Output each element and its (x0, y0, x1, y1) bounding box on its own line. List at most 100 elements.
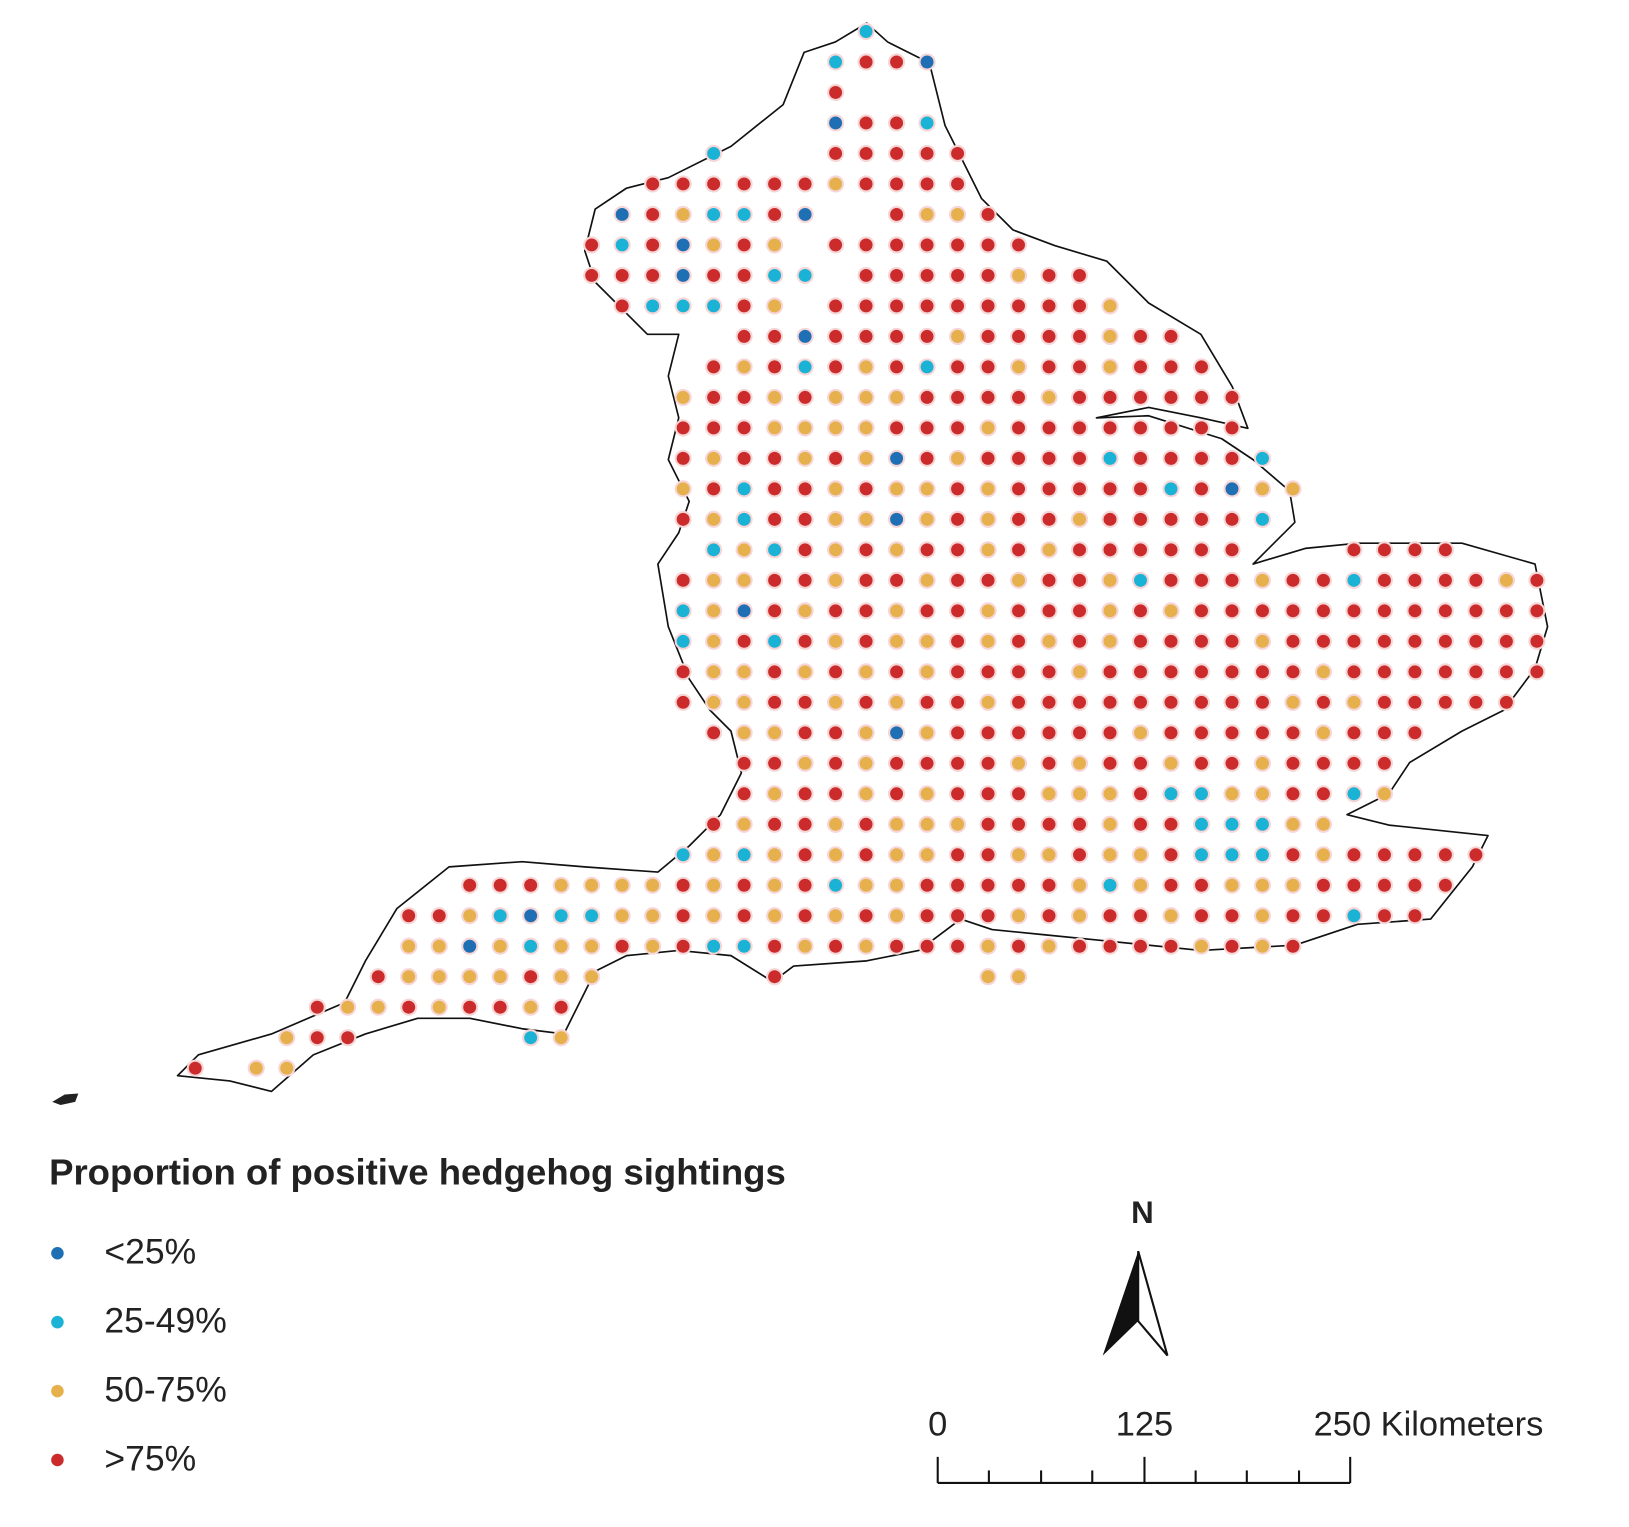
sighting-dot (918, 907, 936, 925)
sighting-dot (857, 480, 875, 498)
sighting-dot (1528, 663, 1546, 681)
sighting-dot (766, 327, 784, 345)
sighting-dot (735, 327, 753, 345)
sighting-dot (674, 907, 692, 925)
sighting-dot (1192, 876, 1211, 894)
sighting-dot (796, 846, 814, 864)
sighting-dot (1314, 907, 1333, 925)
sighting-dot (461, 876, 479, 894)
sighting-dot (735, 846, 753, 864)
sighting-dot (735, 266, 753, 284)
sighting-dot (1223, 724, 1241, 742)
sighting-dot (1162, 724, 1180, 742)
sighting-dot (766, 907, 784, 925)
sighting-dot (888, 632, 906, 650)
sighting-dot (1223, 815, 1241, 833)
sighting-dot (979, 663, 997, 681)
sighting-dot (1162, 937, 1180, 955)
sighting-dot (979, 846, 997, 864)
sighting-dot (796, 419, 814, 437)
sighting-dot (1101, 846, 1119, 864)
sighting-dot (1253, 907, 1272, 925)
sighting-dot (1223, 754, 1241, 772)
sighting-dot (735, 907, 753, 925)
sighting-dot (948, 785, 967, 803)
sighting-dot (918, 236, 936, 254)
sighting-dot (979, 815, 997, 833)
sighting-dot (1497, 571, 1515, 589)
sighting-dot (1436, 876, 1454, 894)
sighting-dot (1314, 785, 1333, 803)
sighting-dot (400, 968, 418, 986)
sighting-dot (430, 998, 448, 1016)
sighting-dot (796, 449, 814, 467)
sighting-dot (1284, 937, 1302, 955)
sighting-dot (857, 663, 875, 681)
sighting-dot (888, 388, 906, 406)
sighting-dot (1162, 815, 1180, 833)
sighting-dot (857, 876, 875, 894)
sighting-dot (1070, 602, 1089, 620)
sighting-dot (766, 449, 784, 467)
sighting-dot (979, 724, 997, 742)
sighting-dot (948, 815, 967, 833)
sighting-dot (1192, 663, 1211, 681)
sighting-dot (796, 480, 814, 498)
sighting-dot (1253, 571, 1272, 589)
sighting-dot (1223, 663, 1241, 681)
sighting-dot (766, 937, 784, 955)
sighting-dot (674, 205, 692, 224)
sighting-dot (766, 724, 784, 742)
sighting-dot (735, 602, 753, 620)
sighting-dot (1192, 571, 1211, 589)
sighting-dot (857, 297, 875, 315)
sighting-dot (461, 937, 479, 955)
sighting-dot (705, 632, 723, 650)
sighting-dot (674, 388, 692, 406)
sighting-dot (1070, 480, 1089, 498)
sighting-dot (1131, 358, 1150, 376)
sighting-dot (583, 876, 601, 894)
sighting-dot (735, 571, 753, 589)
sighting-dot (1436, 663, 1454, 681)
sighting-dot (613, 266, 631, 284)
sighting-dot (705, 480, 723, 498)
sighting-dot (1406, 632, 1424, 650)
sighting-dot (1040, 419, 1058, 437)
sighting-dot (979, 541, 997, 559)
sighting-dot (918, 846, 936, 864)
sighting-dot (1101, 541, 1119, 559)
north-arrow-right (1137, 1250, 1169, 1357)
sighting-dot (705, 907, 723, 925)
sighting-dot (552, 937, 570, 955)
sighting-dot (1070, 297, 1089, 315)
sighting-dot (948, 480, 967, 498)
sighting-dot (796, 541, 814, 559)
sighting-dot (796, 815, 814, 833)
sighting-dot (735, 754, 753, 772)
sighting-dot (766, 388, 784, 406)
sighting-dot (888, 693, 906, 711)
sighting-dot (705, 419, 723, 437)
sighting-dot (888, 449, 906, 467)
sighting-dot (827, 815, 845, 833)
sighting-dot (1131, 937, 1150, 955)
sighting-dot (888, 297, 906, 315)
sighting-dot (735, 205, 753, 224)
sighting-dot (857, 266, 875, 284)
scale-label: 0 (928, 1406, 947, 1444)
sighting-dot (979, 449, 997, 467)
sighting-dot (918, 114, 936, 132)
sighting-dot (1131, 693, 1150, 711)
sighting-dot (552, 1029, 570, 1047)
sighting-dot (796, 388, 814, 406)
sighting-dot (1070, 846, 1089, 864)
sighting-dot (491, 876, 509, 894)
sighting-dot (888, 541, 906, 559)
sighting-dot (1284, 876, 1302, 894)
sighting-dot (827, 297, 845, 315)
sighting-dot (1162, 663, 1180, 681)
sighting-dot (948, 297, 967, 315)
sighting-dot (735, 876, 753, 894)
sighting-dot (827, 571, 845, 589)
